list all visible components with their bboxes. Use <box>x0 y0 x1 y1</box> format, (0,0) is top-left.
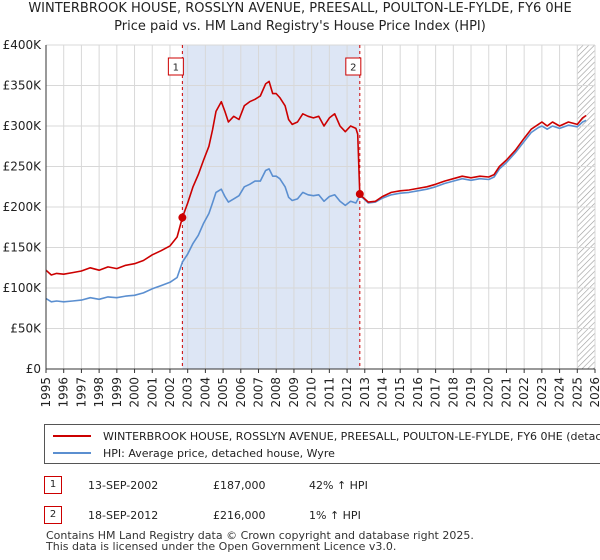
x-tick-label: 2022 <box>517 377 531 408</box>
x-tick-label: 2014 <box>375 377 389 408</box>
footer-licence: This data is licensed under the Open Gov… <box>46 540 397 553</box>
x-tick-label: 2026 <box>588 377 600 408</box>
transaction-price: £187,000 <box>213 479 266 492</box>
x-tick-label: 2023 <box>535 377 549 408</box>
chart-title: WINTERBROOK HOUSE, ROSSLYN AVENUE, PREES… <box>0 0 600 36</box>
x-tick-label: 2016 <box>411 377 425 408</box>
y-tick-label: £100K <box>3 281 43 295</box>
x-tick-label: 2018 <box>446 377 460 408</box>
x-tick-label: 2008 <box>269 377 283 408</box>
transaction-hpi: 1% ↑ HPI <box>309 509 361 522</box>
title-line-2: Price paid vs. HM Land Registry's House … <box>114 19 486 34</box>
x-tick-label: 2000 <box>128 377 142 408</box>
sale-label-box <box>345 57 362 76</box>
x-tick-label: 1996 <box>57 377 71 408</box>
x-tick-label: 2021 <box>499 377 513 408</box>
sale-label-box <box>167 57 184 76</box>
x-tick-label: 2015 <box>393 377 407 408</box>
legend-item-hpi: HPI: Average price, detached house, Wyre <box>53 445 335 461</box>
x-tick-label: 1997 <box>74 377 88 408</box>
x-tick-label: 1999 <box>110 377 124 408</box>
x-tick-label: 2013 <box>358 377 372 408</box>
y-tick-label: £400K <box>3 38 43 52</box>
x-tick-label: 2001 <box>145 377 159 408</box>
y-tick-label: £150K <box>3 241 43 255</box>
x-tick-label: 1998 <box>92 377 106 408</box>
legend-label-hpi: HPI: Average price, detached house, Wyre <box>103 446 335 460</box>
y-tick-label: £250K <box>3 160 43 174</box>
y-tick-label: £0 <box>26 362 41 376</box>
x-tick-label: 2003 <box>181 377 195 408</box>
x-tick-label: 2024 <box>553 377 567 408</box>
transaction-hpi: 42% ↑ HPI <box>309 479 368 492</box>
transaction-price: £216,000 <box>213 509 266 522</box>
x-tick-label: 2002 <box>163 377 177 408</box>
series-line <box>45 80 587 276</box>
x-tick-label: 2004 <box>198 377 212 408</box>
sale-point <box>355 190 364 199</box>
x-tick-label: 2009 <box>287 377 301 408</box>
x-tick-label: 2011 <box>322 377 336 408</box>
title-line-1: WINTERBROOK HOUSE, ROSSLYN AVENUE, PREES… <box>28 1 572 16</box>
sale-label: 2 <box>350 63 356 74</box>
series-line <box>45 119 587 303</box>
transaction-row: 2 18-SEP-2012 £216,000 1% ↑ HPI <box>44 506 464 526</box>
y-tick-label: £300K <box>3 119 43 133</box>
footer-copyright: Contains HM Land Registry data © Crown c… <box>46 529 474 542</box>
legend: WINTERBROOK HOUSE, ROSSLYN AVENUE, PREES… <box>44 424 600 464</box>
x-tick-label: 2020 <box>482 377 496 408</box>
x-tick-label: 1995 <box>39 377 53 408</box>
y-tick-label: £50K <box>10 322 42 336</box>
x-tick-label: 2017 <box>429 377 443 408</box>
transaction-badge: 1 <box>44 476 62 494</box>
legend-swatch-hpi <box>53 452 91 454</box>
price-chart: £0 £50K £100K £150K £200K £250K £300K £350K £400… <box>3 38 600 408</box>
x-tick-label: 2007 <box>252 377 266 408</box>
legend-label-property: WINTERBROOK HOUSE, ROSSLYN AVENUE, PREES… <box>103 429 600 443</box>
x-tick-label: 2025 <box>570 377 584 408</box>
x-tick-label: 2005 <box>216 377 230 408</box>
x-tick-label: 2012 <box>340 377 354 408</box>
transaction-badge: 2 <box>44 506 62 524</box>
legend-item-property: WINTERBROOK HOUSE, ROSSLYN AVENUE, PREES… <box>53 428 600 444</box>
y-tick-label: £350K <box>3 79 43 93</box>
transaction-date: 13-SEP-2002 <box>88 479 159 492</box>
x-tick-label: 2006 <box>234 377 248 408</box>
transaction-date: 18-SEP-2012 <box>88 509 159 522</box>
sale-label: 1 <box>173 63 179 74</box>
transaction-row: 1 13-SEP-2002 £187,000 42% ↑ HPI <box>44 476 464 496</box>
x-tick-label: 2019 <box>464 377 478 408</box>
legend-swatch-property <box>53 435 91 437</box>
x-tick-label: 2010 <box>305 377 319 408</box>
footer: Contains HM Land Registry data © Crown c… <box>46 530 474 552</box>
y-tick-label: £200K <box>3 200 43 214</box>
sale-point <box>178 213 187 222</box>
